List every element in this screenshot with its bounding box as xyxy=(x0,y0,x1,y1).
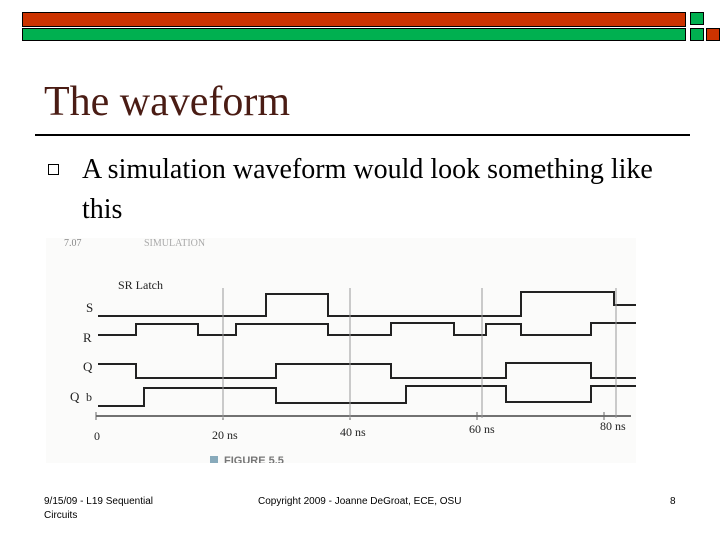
bullet-square-icon xyxy=(48,164,59,175)
time-label: 40 ns xyxy=(340,425,366,439)
time-label: 80 ns xyxy=(600,419,626,433)
red-bar xyxy=(22,12,686,27)
footer-date-course: 9/15/09 - L19 Sequential Circuits xyxy=(44,496,153,521)
corner-square xyxy=(706,28,720,41)
slide-title: The waveform xyxy=(44,79,291,125)
signal-label-qb-suffix: b xyxy=(86,390,92,404)
signal-label-q: Q xyxy=(83,359,93,374)
waveform-q xyxy=(98,362,636,379)
time-label: 20 ns xyxy=(212,428,238,442)
figure-header: SR Latch xyxy=(118,278,163,292)
time-label: 0 xyxy=(94,429,100,443)
signal-label-s: S xyxy=(86,300,93,315)
footer-copyright: Copyright 2009 - Joanne DeGroat, ECE, OS… xyxy=(258,496,462,507)
time-label: 60 ns xyxy=(469,422,495,436)
bullet-text: A simulation waveform would look somethi… xyxy=(82,154,653,225)
waveform-s xyxy=(98,291,636,317)
signal-label-qb: Q xyxy=(70,389,80,404)
title-divider xyxy=(35,134,690,136)
svg-text:SIMULATION: SIMULATION xyxy=(144,238,205,249)
page-number: 8 xyxy=(670,496,676,507)
waveform-figure: 7.07 SIMULATION SR Latch S R Q Q b xyxy=(46,238,636,463)
signal-label-r: R xyxy=(83,330,92,345)
svg-text:7.07: 7.07 xyxy=(64,238,82,249)
decorative-top-bars xyxy=(22,12,720,42)
corner-square xyxy=(690,12,704,25)
figure-caption: FIGURE 5.5 xyxy=(224,455,284,463)
green-bar xyxy=(22,28,686,41)
waveform-r xyxy=(98,322,636,336)
corner-square xyxy=(690,28,704,41)
waveform-qb xyxy=(98,385,636,407)
